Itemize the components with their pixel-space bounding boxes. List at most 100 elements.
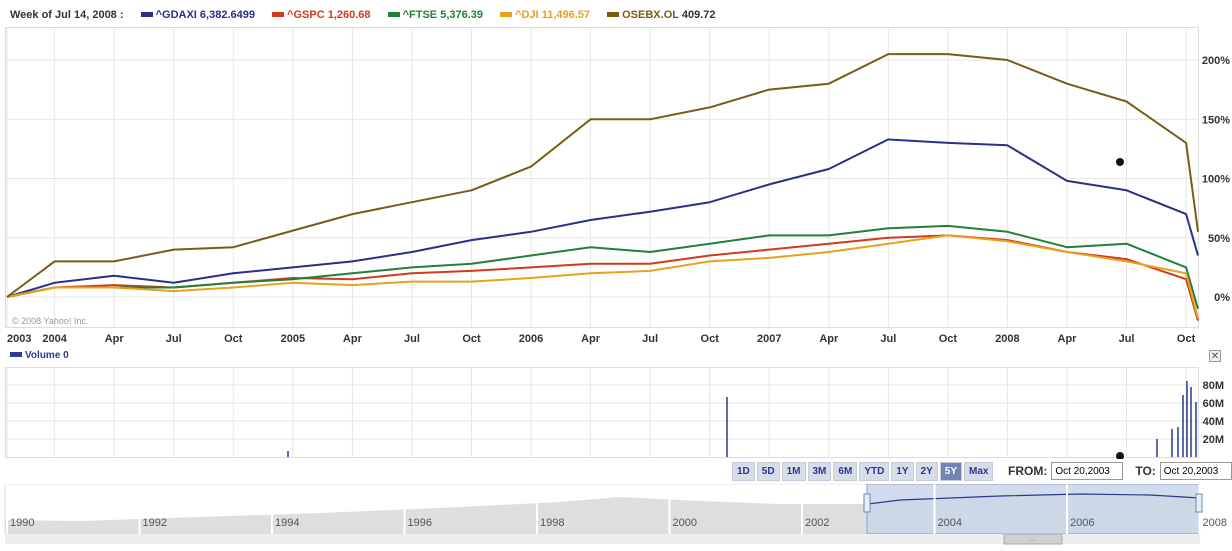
plot-frame [5,27,1199,328]
volume-label: Volume 0 [10,350,69,361]
volume-tick-label: 60M [1203,398,1224,410]
legend-value-dji: 11,496.57 [541,9,591,21]
navigator-year-label: 2008 [1203,517,1227,529]
legend-item-osebx[interactable]: OSEBX.OL 409.72 [607,9,716,21]
legend-value-ftse: 5,376.39 [440,9,484,21]
navigator-year-label: 1996 [408,517,432,529]
marker-dot [1116,158,1124,166]
legend-swatch-gspc [272,11,285,17]
legend-symbol-gspc: ^GSPC [287,9,325,21]
x-tick-label: Oct [462,333,481,345]
y-tick-label: 0% [1214,292,1230,304]
close-volume-button[interactable]: ✕ [1209,350,1221,362]
range-max-button[interactable]: Max [964,462,994,481]
x-tick-label: Jul [404,333,420,345]
volume-frame [5,367,1199,458]
volume-ticks: 80M 60M 40M 20M [1203,380,1224,446]
navigator-year-label: 2002 [805,517,829,529]
navigator-selection[interactable] [866,484,1201,535]
legend-symbol-dji: ^DJI [515,9,539,21]
navigator-year-label: 2004 [938,517,962,529]
legend-date-label: Week of Jul 14, 2008 : [10,9,124,21]
series-line-ftse[interactable] [6,224,1199,310]
navigator-year-label: 2000 [673,517,697,529]
legend-symbol-osebx: OSEBX.OL [622,9,679,21]
volume-label-text: Volume 0 [25,350,69,361]
x-tick-label: Jul [880,333,896,345]
volume-marker-dot [1116,452,1124,459]
volume-chart: 80M 60M 40M 20M [5,367,1224,459]
x-tick-label: Oct [939,333,958,345]
y-axis-ticks: 200% 150% 100% 50% 0% [1202,55,1230,304]
from-date-input[interactable] [1051,462,1124,480]
navigator-right-handle[interactable] [1195,493,1203,513]
x-axis-ticks: 2003 2004 Apr Jul Oct 2005 Apr Jul Oct 2006 Apr Jul… [7,333,1196,345]
range-3m-button[interactable]: 3M [807,462,832,481]
legend-item-gspc[interactable]: ^GSPC 1,260.68 [272,9,374,21]
range-1d-button[interactable]: 1D [732,462,755,481]
main-chart[interactable]: 200% 150% 100% 50% 0% 2003 2004 Apr Jul Oct 2005 A… [0,0,1232,350]
legend-item-gdaxi[interactable]: ^GDAXI 6,382.6499 [140,9,258,21]
copyright: © 2008 Yahoo! Inc. [12,316,88,326]
to-date-input[interactable] [1159,462,1232,480]
range-1y-button[interactable]: 1Y [891,462,914,481]
series-group [6,53,1199,321]
volume-grid [6,368,1198,457]
series-line-osebxol[interactable] [6,53,1199,298]
navigator-year-label: 1998 [540,517,564,529]
navigator-left-handle[interactable] [863,493,871,513]
volume-tick-label: 40M [1203,416,1224,428]
range-2y-button[interactable]: 2Y [915,462,938,481]
legend-symbol-ftse: ^FTSE [402,9,438,21]
x-tick-label: Jul [642,333,658,345]
navigator-year-label: 1994 [275,517,299,529]
x-tick-label: 2003 [7,333,31,345]
navigator-years: 1990 1992 1994 1996 1998 2000 2002 2004 2006 2008 [6,484,1227,534]
x-tick-label: Oct [701,333,720,345]
legend-value-osebx: 409.72 [681,9,716,21]
x-tick-label: 2007 [757,333,781,345]
x-tick-label: 2008 [995,333,1019,345]
legend-value-gspc: 1,260.68 [327,9,371,21]
y-tick-label: 200% [1202,55,1230,67]
legend: Week of Jul 14, 2008 : ^GDAXI 6,382.6499… [10,9,730,21]
scrollbar-track[interactable] [5,534,1200,544]
navigator-selection-line [867,493,1201,505]
series-line-dji[interactable] [6,234,1199,319]
navigator-year-label: 1992 [143,517,167,529]
x-tick-label: Oct [1177,333,1196,345]
x-tick-label: Apr [105,333,125,345]
from-label: FROM: [1008,464,1048,478]
legend-value-gdaxi: 6,382.6499 [199,9,255,21]
range-ytd-button[interactable]: YTD [859,462,890,481]
timeline-navigator[interactable]: 1990 1992 1994 1996 1998 2000 2002 2004 2006 2008… [0,484,1232,551]
x-tick-label: 2004 [42,333,67,345]
x-tick-label: Apr [581,333,601,345]
x-tick-label: Jul [166,333,182,345]
range-5y-button[interactable]: 5Y [939,462,963,481]
y-tick-label: 150% [1202,114,1230,126]
legend-swatch-dji [500,11,513,17]
legend-item-ftse[interactable]: ^FTSE 5,376.39 [387,9,487,21]
volume-bars [287,381,1197,457]
y-tick-label: 100% [1202,174,1230,186]
legend-swatch-osebx [607,11,620,17]
navigator-year-label: 2006 [1070,517,1094,529]
x-tick-label: 2005 [281,333,305,345]
series-line-gdaxi[interactable] [6,138,1199,298]
navigator-year-label: 1990 [10,517,34,529]
legend-item-dji[interactable]: ^DJI 11,496.57 [500,9,593,21]
to-label: TO: [1135,464,1156,478]
x-tick-label: Jul [1119,333,1135,345]
range-1m-button[interactable]: 1M [781,462,806,481]
volume-tick-label: 20M [1203,434,1224,446]
scrollbar-thumb[interactable] [1003,533,1063,545]
legend-symbol-gdaxi: ^GDAXI [155,9,197,21]
range-buttons: 1D 5D 1M 3M 6M YTD 1Y 2Y 5Y Max [732,462,994,481]
range-5d-button[interactable]: 5D [756,462,780,481]
range-6m-button[interactable]: 6M [833,462,858,481]
x-tick-label: Apr [1058,333,1078,345]
x-tick-label: Apr [819,333,839,345]
legend-swatch-ftse [387,11,400,17]
x-tick-label: Apr [343,333,363,345]
